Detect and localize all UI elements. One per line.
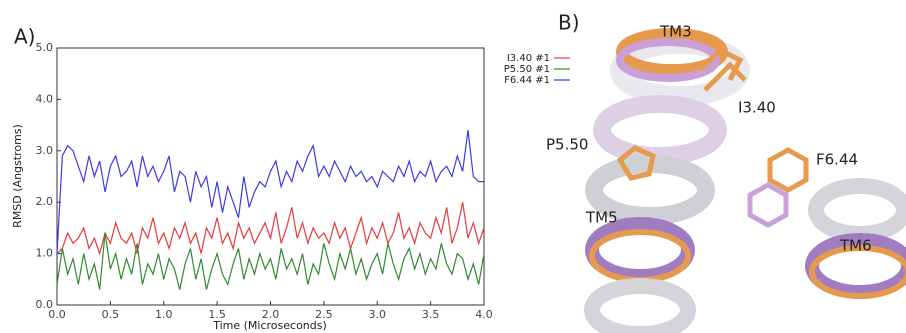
x-tick-label: 1.5 bbox=[208, 308, 226, 321]
panel-label: A) bbox=[14, 25, 35, 49]
helix bbox=[602, 104, 718, 156]
residue-label: P5.50 bbox=[546, 136, 588, 154]
data-line bbox=[57, 202, 484, 253]
y-axis-title: RMSD (Angstroms) bbox=[11, 124, 24, 228]
residue-label: I3.40 bbox=[738, 99, 776, 117]
legend-label: F6.44 #1 bbox=[504, 75, 550, 86]
legend-label: P5.50 #1 bbox=[504, 64, 550, 75]
residue-label: F6.44 bbox=[816, 151, 858, 169]
helix bbox=[816, 186, 904, 234]
side-chain bbox=[750, 185, 786, 225]
x-tick-label: 3.5 bbox=[422, 308, 440, 321]
y-tick-label: 0.0 bbox=[36, 298, 54, 311]
y-tick-label: 1.0 bbox=[36, 247, 54, 260]
y-tick-label: 3.0 bbox=[36, 144, 54, 157]
x-tick-label: 1.0 bbox=[155, 308, 173, 321]
helix-label: TM5 bbox=[585, 209, 618, 227]
y-tick-label: 2.0 bbox=[36, 195, 54, 208]
legend-label: I3.40 #1 bbox=[507, 53, 550, 64]
helix bbox=[592, 286, 688, 333]
x-tick-label: 2.0 bbox=[262, 308, 280, 321]
y-tick-label: 4.0 bbox=[36, 92, 54, 105]
x-tick-label: 4.0 bbox=[475, 308, 493, 321]
figure: A) Time (Microseconds) RMSD (Angstroms) … bbox=[0, 0, 906, 333]
x-tick-label: 3.0 bbox=[369, 308, 387, 321]
data-line bbox=[57, 130, 484, 253]
helix-label: TM3 bbox=[659, 23, 692, 41]
side-chain bbox=[770, 150, 806, 190]
helix-label: TM6 bbox=[839, 237, 872, 255]
molecule-panel: B) TM3 I3.40 P5.50 F6.44 TM5 TM6 bbox=[546, 11, 906, 333]
x-tick-label: 0.5 bbox=[102, 308, 120, 321]
y-tick-label: 5.0 bbox=[36, 41, 54, 54]
x-tick-label: 2.5 bbox=[315, 308, 333, 321]
panel-label: B) bbox=[558, 11, 580, 35]
data-line bbox=[57, 233, 484, 290]
